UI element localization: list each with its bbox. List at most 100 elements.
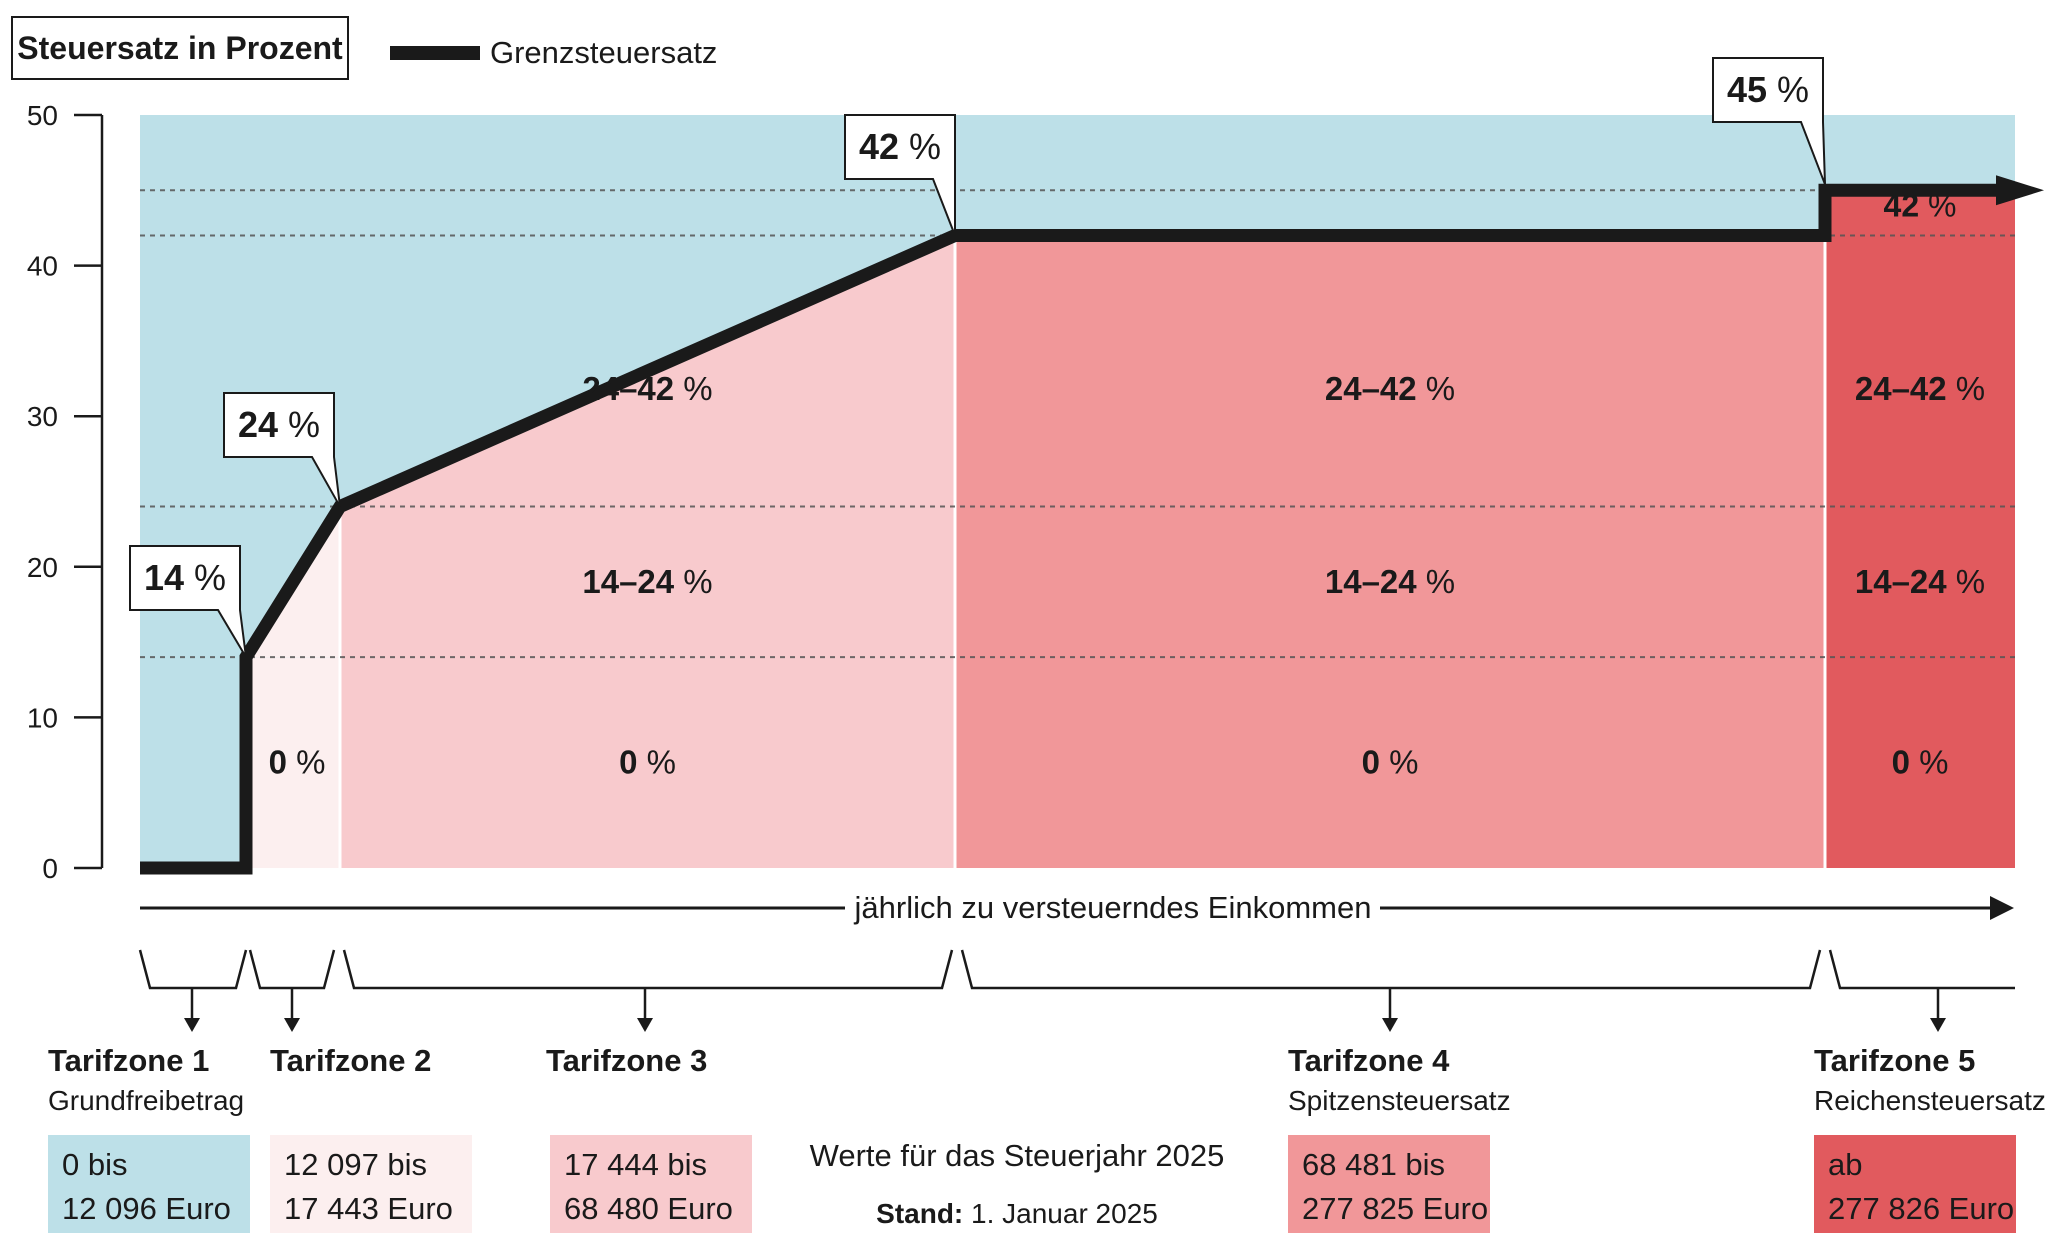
zone-range-line-1: 12 097 bis (284, 1147, 427, 1182)
zone-name: Tarifzone 3 (546, 1043, 707, 1078)
rate-callouts: 14 %24 %42 %45 % (129, 57, 1826, 658)
rate-callout-box (1712, 57, 1826, 185)
zone-name: Tarifzone 2 (270, 1043, 431, 1078)
segment-label-unit: % (1910, 744, 1949, 781)
segment-label-unit: % (637, 744, 676, 781)
footer-note: Werte für das Steuerjahr 2025 (810, 1138, 1225, 1173)
rate-callout-box (129, 545, 247, 658)
zone-area-5 (1825, 190, 2015, 869)
segment-label-value: 14–24 (1325, 563, 1417, 600)
marginal-rate-arrowhead (1996, 175, 2044, 206)
zone-brace-arrowhead (184, 1018, 200, 1032)
segment-label-unit: % (287, 744, 326, 781)
legend-swatch (390, 46, 480, 60)
zone-segment-label: 24–42 % (1325, 370, 1455, 407)
footer-stand-value: 1. Januar 2025 (963, 1198, 1158, 1229)
zone-area-4 (955, 235, 1825, 869)
legend-label: Grenzsteuersatz (490, 35, 717, 70)
callout-unit: % (1767, 69, 1809, 110)
zone-segment-label: 0 % (269, 744, 326, 781)
zone-segment-label: 0 % (1362, 744, 1419, 781)
y-tick-label: 30 (27, 401, 58, 432)
zone-descriptions: Tarifzone 1 Grundfreibetrag 0 bis 12 096 Eu… (48, 1043, 2046, 1233)
zone-dividers (338, 235, 1827, 868)
segment-label-value: 24–42 (1325, 370, 1417, 407)
y-tick-label: 40 (27, 251, 58, 282)
rate-callout-label: 45 % (1727, 69, 1809, 110)
zone-area-3 (340, 235, 955, 869)
zone-segment-labels: 0 %24–42 %14–24 %0 %24–42 %14–24 %0 %42 … (269, 187, 1986, 780)
x-axis: jährlich zu versteuerndes Einkommen (140, 890, 2014, 925)
zone-range-box (550, 1135, 752, 1233)
title-box (11, 16, 349, 80)
marginal-rate-line (140, 183, 2000, 875)
y-tick-label: 0 (42, 853, 58, 884)
zone-range-box (1814, 1135, 2016, 1233)
zone-segment-label: 0 % (619, 744, 676, 781)
callout-value: 24 (238, 404, 278, 445)
rate-callout-label: 24 % (238, 404, 320, 445)
zone-range-line-2: 17 443 Euro (284, 1191, 453, 1226)
callout-value: 14 (144, 557, 184, 598)
zone-range-line-2: 12 096 Euro (62, 1191, 231, 1226)
zone-subtitle: Spitzensteuersatz (1288, 1085, 1511, 1116)
callout-value: 45 (1727, 69, 1767, 110)
segment-label-unit: % (1417, 563, 1456, 600)
zone-braces (138, 949, 2015, 1032)
zone-subtitle: Grundfreibetrag (48, 1085, 244, 1116)
footer-stand-label: Stand: (876, 1198, 963, 1229)
zone-segment-label: 24–42 % (1855, 370, 1985, 407)
segment-label-value: 24–42 (582, 370, 674, 407)
y-tick-label: 10 (27, 702, 58, 733)
rate-callout-box (223, 392, 341, 508)
rate-callout-label: 14 % (144, 557, 226, 598)
rate-callout-label: 42 % (859, 126, 941, 167)
segment-label-value: 14–24 (582, 563, 674, 600)
segment-label-unit: % (1417, 370, 1456, 407)
zone-area-2 (246, 657, 340, 868)
zone-segment-label: 24–42 % (582, 370, 712, 407)
zone-range-line-1: ab (1828, 1147, 1862, 1182)
y-tick-label: 50 (27, 100, 58, 131)
zone-brace-arrowhead (284, 1018, 300, 1032)
segment-label-value: 0 (1892, 744, 1910, 781)
segment-label-unit: % (674, 563, 713, 600)
zone-range-line-1: 0 bis (62, 1147, 127, 1182)
segment-label-unit: % (1947, 370, 1986, 407)
y-ticks: 0 10 20 30 40 50 (27, 100, 102, 884)
y-axis: 0 10 20 30 40 50 (27, 100, 104, 884)
segment-label-value: 0 (619, 744, 637, 781)
zone-segment-label: 14–24 % (1325, 563, 1455, 600)
segment-label-value: 0 (1362, 744, 1380, 781)
zone-range-box (270, 1135, 472, 1233)
zone-range-line-2: 277 825 Euro (1302, 1191, 1488, 1226)
zone-range-line-2: 277 826 Euro (1828, 1191, 2014, 1226)
chart-title: Steuersatz in Prozent (17, 30, 343, 66)
zone-segment-label: 14–24 % (1855, 563, 1985, 600)
zone-subtitle: Reichensteuersatz (1814, 1085, 2046, 1116)
zone-brace (342, 949, 954, 990)
zone-brace-arrowhead (1382, 1018, 1398, 1032)
zone-brace-arrowhead (637, 1018, 653, 1032)
zone-name: Tarifzone 1 (48, 1043, 209, 1078)
segment-label-value: 14–24 (1855, 563, 1947, 600)
rate-callout-box (844, 114, 956, 236)
zone-segment-label: 42 % (1884, 187, 1957, 223)
zone-name: Tarifzone 5 (1814, 1043, 1975, 1078)
zone-brace (960, 949, 1822, 990)
segment-label-value: 24–42 (1855, 370, 1947, 407)
callout-unit: % (184, 557, 226, 598)
callout-unit: % (899, 126, 941, 167)
zone-range-box (48, 1135, 250, 1233)
y-tick-label: 20 (27, 552, 58, 583)
callout-unit: % (278, 404, 320, 445)
segment-label-unit: % (1947, 563, 1986, 600)
zone-brace (138, 949, 248, 990)
zone-name: Tarifzone 4 (1288, 1043, 1450, 1078)
zone-range-line-1: 68 481 bis (1302, 1147, 1445, 1182)
zone-brace (248, 949, 336, 990)
segment-label-unit: % (1919, 187, 1956, 223)
segment-label-value: 42 (1884, 187, 1920, 223)
segment-label-unit: % (674, 370, 713, 407)
